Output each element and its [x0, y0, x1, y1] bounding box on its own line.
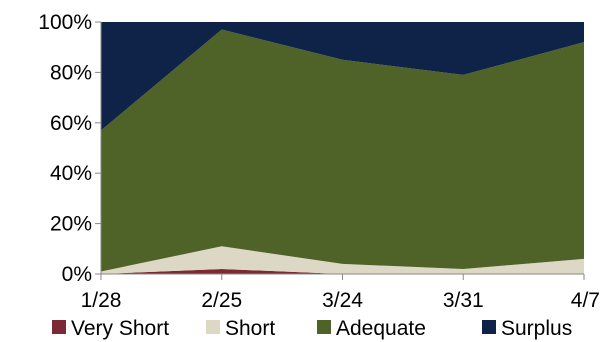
legend-label: Very Short	[71, 317, 169, 340]
x-axis-tick-labels: 1/28 2/25 3/24 3/31 4/7	[81, 289, 600, 312]
legend-swatch	[52, 320, 66, 334]
y-tick-label: 60%	[50, 112, 92, 135]
area-series-adequate	[101, 29, 584, 272]
y-axis-tick-labels: 0% 20% 40% 60% 80% 100%	[38, 11, 92, 286]
plot-areas	[101, 22, 584, 274]
y-tick-label: 100%	[38, 11, 92, 34]
y-tick-label: 0%	[62, 263, 92, 286]
legend-swatch	[317, 320, 331, 334]
axes	[95, 21, 585, 280]
legend-swatch	[206, 320, 220, 334]
legend-item-short: Short	[206, 317, 275, 340]
y-tick-label: 40%	[50, 162, 92, 185]
y-tick-label: 20%	[50, 213, 92, 236]
x-tick-label: 3/24	[322, 289, 363, 312]
x-tick-label: 1/28	[81, 289, 122, 312]
x-tick-label: 3/31	[443, 289, 484, 312]
legend-label: Surplus	[501, 317, 572, 340]
x-tick-label: 2/25	[201, 289, 242, 312]
x-tick-label: 4/7	[571, 289, 600, 312]
legend-swatch	[482, 320, 496, 334]
area-series-short	[101, 246, 584, 274]
legend-item-adequate: Adequate	[317, 317, 426, 340]
area-series-surplus	[101, 22, 584, 131]
y-tick-label: 80%	[50, 61, 92, 84]
area-series-very-short	[101, 268, 584, 274]
legend-item-surplus: Surplus	[482, 317, 572, 340]
legend-item-very-short: Very Short	[52, 317, 169, 340]
legend-label: Adequate	[336, 317, 426, 340]
legend: Very Short Short Adequate Surplus	[52, 317, 572, 340]
legend-label: Short	[225, 317, 275, 340]
